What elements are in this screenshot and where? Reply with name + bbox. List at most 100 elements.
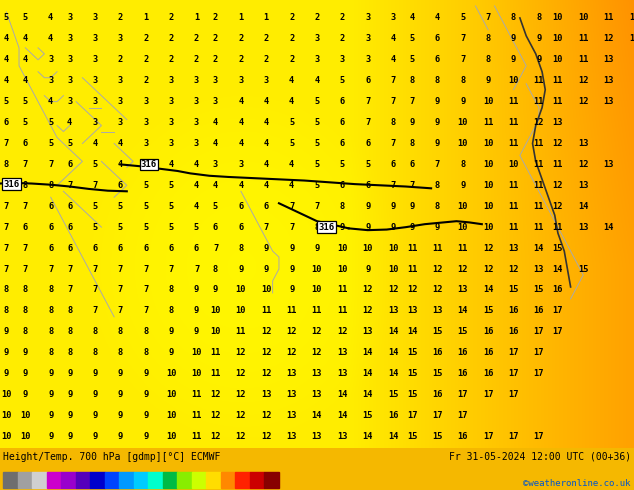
Text: 7: 7 <box>460 55 465 64</box>
Text: 5: 5 <box>340 76 345 85</box>
Text: 15: 15 <box>578 265 588 273</box>
Text: 5: 5 <box>289 139 294 148</box>
Text: 3: 3 <box>365 13 370 23</box>
Text: 4: 4 <box>194 160 199 169</box>
Text: 3: 3 <box>194 76 199 85</box>
Text: 16: 16 <box>483 327 493 336</box>
Text: 12: 12 <box>458 265 468 273</box>
Text: 9: 9 <box>23 390 28 399</box>
Text: 6: 6 <box>118 244 123 252</box>
Text: 4: 4 <box>23 76 28 85</box>
Text: 5: 5 <box>410 55 415 64</box>
Text: 316: 316 <box>318 222 335 232</box>
Text: 4: 4 <box>213 139 218 148</box>
Bar <box>235 472 250 488</box>
Text: 4: 4 <box>264 118 269 127</box>
Text: 4: 4 <box>4 55 9 64</box>
Bar <box>192 472 207 488</box>
Text: 12: 12 <box>553 202 563 211</box>
Text: 7: 7 <box>67 265 72 273</box>
Text: 9: 9 <box>194 286 199 294</box>
Text: 9: 9 <box>118 369 123 378</box>
Text: 10: 10 <box>210 306 221 316</box>
Text: 12: 12 <box>312 348 322 357</box>
Text: 11: 11 <box>236 327 246 336</box>
Text: 9: 9 <box>4 348 9 357</box>
Text: 12: 12 <box>629 13 634 23</box>
Text: 12: 12 <box>312 327 322 336</box>
Text: 15: 15 <box>407 369 417 378</box>
Bar <box>207 472 221 488</box>
Text: 4: 4 <box>169 160 174 169</box>
Text: 7: 7 <box>391 181 396 190</box>
Text: 13: 13 <box>337 432 347 441</box>
Text: 10: 10 <box>312 265 322 273</box>
Text: 11: 11 <box>191 432 202 441</box>
Text: 8: 8 <box>23 286 28 294</box>
Text: 10: 10 <box>483 139 493 148</box>
Text: 3: 3 <box>67 34 72 43</box>
Text: 7: 7 <box>118 286 123 294</box>
Text: 8: 8 <box>169 286 174 294</box>
Text: 11: 11 <box>483 118 493 127</box>
Text: 13: 13 <box>337 348 347 357</box>
Text: Fr 31-05-2024 12:00 UTC (00+36): Fr 31-05-2024 12:00 UTC (00+36) <box>449 452 631 462</box>
Text: 10: 10 <box>388 265 398 273</box>
Text: 9: 9 <box>143 390 148 399</box>
Text: 16: 16 <box>458 369 468 378</box>
Text: 17: 17 <box>407 411 417 420</box>
Text: 6: 6 <box>93 244 98 252</box>
Text: 13: 13 <box>312 432 322 441</box>
Text: 12: 12 <box>363 286 373 294</box>
Text: 3: 3 <box>169 118 174 127</box>
Text: 8: 8 <box>23 181 28 190</box>
Text: 6: 6 <box>169 244 174 252</box>
Text: 8: 8 <box>67 306 72 316</box>
Text: 9: 9 <box>67 432 72 441</box>
Text: 11: 11 <box>553 160 563 169</box>
Text: 15: 15 <box>407 390 417 399</box>
Text: 11: 11 <box>191 390 202 399</box>
Text: 9: 9 <box>93 411 98 420</box>
Text: 8: 8 <box>511 13 516 23</box>
Text: 4: 4 <box>391 55 396 64</box>
Text: 13: 13 <box>578 181 588 190</box>
Text: 9: 9 <box>169 348 174 357</box>
Text: 11: 11 <box>578 55 588 64</box>
Text: 16: 16 <box>508 327 519 336</box>
Text: 14: 14 <box>388 369 398 378</box>
Text: 16: 16 <box>388 411 398 420</box>
Text: 5: 5 <box>93 160 98 169</box>
Text: 2: 2 <box>213 55 218 64</box>
Text: 14: 14 <box>388 348 398 357</box>
Text: 6: 6 <box>340 181 345 190</box>
Text: 12: 12 <box>578 76 588 85</box>
Text: 11: 11 <box>534 139 544 148</box>
Text: 3: 3 <box>169 76 174 85</box>
Text: 6: 6 <box>340 118 345 127</box>
Text: 8: 8 <box>460 76 465 85</box>
Text: 12: 12 <box>388 286 398 294</box>
Text: 7: 7 <box>264 222 269 232</box>
Text: 9: 9 <box>93 369 98 378</box>
Text: 9: 9 <box>365 265 370 273</box>
Text: Height/Temp. 700 hPa [gdmp][°C] ECMWF: Height/Temp. 700 hPa [gdmp][°C] ECMWF <box>3 452 221 462</box>
Text: 12: 12 <box>483 265 493 273</box>
Text: 15: 15 <box>458 327 468 336</box>
Text: 13: 13 <box>287 432 297 441</box>
Text: 11: 11 <box>210 369 221 378</box>
Bar <box>3 472 18 488</box>
Text: 4: 4 <box>238 181 243 190</box>
Text: 10: 10 <box>191 369 202 378</box>
Text: 4: 4 <box>48 97 53 106</box>
Text: 4: 4 <box>264 181 269 190</box>
Text: 8: 8 <box>23 327 28 336</box>
Text: 7: 7 <box>23 265 28 273</box>
Text: 9: 9 <box>93 432 98 441</box>
Text: 9: 9 <box>194 306 199 316</box>
Text: 9: 9 <box>486 76 491 85</box>
Text: 10: 10 <box>166 432 176 441</box>
Text: 8: 8 <box>486 34 491 43</box>
Text: 11: 11 <box>508 202 519 211</box>
Text: 9: 9 <box>410 202 415 211</box>
